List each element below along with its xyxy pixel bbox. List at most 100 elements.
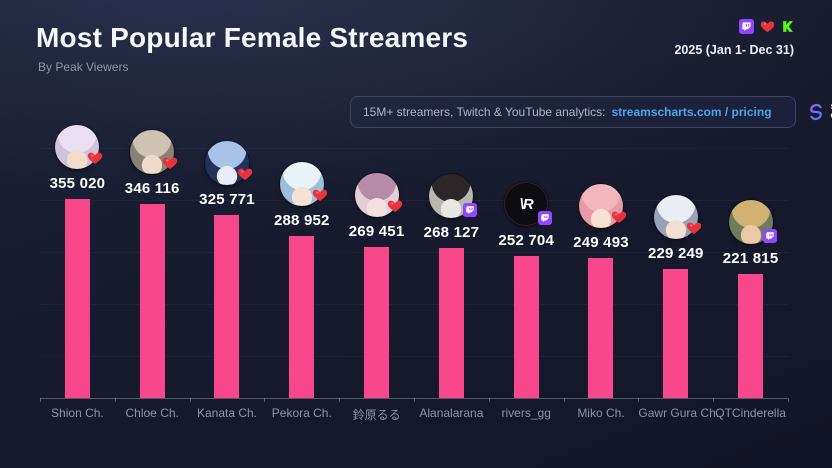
heart-badge-icon <box>686 220 702 241</box>
streamer-column: 355 020 <box>40 125 115 398</box>
bar <box>364 247 390 398</box>
gridline <box>40 304 788 305</box>
value-label: 252 704 <box>498 232 554 249</box>
bar <box>513 256 539 398</box>
value-label: 268 127 <box>423 224 480 241</box>
axis-tick <box>414 398 415 402</box>
brand-line-1: STREAMS <box>831 103 832 112</box>
gridline <box>40 356 788 357</box>
axis-tick <box>40 398 41 402</box>
streamer-column: 249 493 <box>564 184 639 398</box>
category-label: Alanalarana <box>419 406 484 420</box>
bar <box>438 248 464 398</box>
value-label: 249 493 <box>573 234 629 251</box>
streams-charts-icon <box>809 103 822 121</box>
bar <box>663 269 689 398</box>
twitch-badge-icon <box>762 228 777 246</box>
promo-banner: 15M+ streamers, Twitch & YouTube analyti… <box>350 96 832 128</box>
axis-tick <box>563 398 565 402</box>
avatar-image <box>354 173 399 217</box>
streamer-column: 221 815 <box>713 200 788 398</box>
date-range-label: 2025 (Jan 1- Dec 31) <box>674 43 794 57</box>
value-label: 346 116 <box>124 180 180 197</box>
streamer-column: 229 249 <box>638 195 713 398</box>
category-label: Shion Ch. <box>51 406 104 420</box>
streamer-column: 325 771 <box>190 141 265 398</box>
axis-tick <box>638 398 640 402</box>
bar <box>289 236 315 398</box>
avatar <box>578 184 627 228</box>
axis-tick <box>339 398 341 402</box>
avatar <box>354 173 402 217</box>
category-label: Miko Ch. <box>577 406 625 420</box>
avatar <box>55 125 103 169</box>
x-axis-line <box>40 398 788 399</box>
avatar <box>728 200 777 244</box>
axis-tick <box>189 398 191 402</box>
value-label: 221 815 <box>722 250 779 267</box>
kick-icon <box>781 20 794 33</box>
bar <box>139 204 165 398</box>
streamer-column: 288 952 <box>264 162 339 398</box>
value-label: 288 952 <box>273 212 330 229</box>
category-label: QTCinderella <box>715 406 786 420</box>
value-label: 325 771 <box>199 191 255 208</box>
gridline <box>40 148 788 149</box>
streams-charts-brand: STREAMS CHARTS <box>806 102 832 122</box>
heart-badge-icon <box>87 150 103 171</box>
avatar-image <box>130 130 175 174</box>
heart-badge-icon <box>162 155 178 176</box>
streamer-column: 268 127 <box>414 174 489 398</box>
avatar-image <box>653 195 698 239</box>
axis-tick <box>713 398 715 402</box>
streams-charts-name: STREAMS CHARTS <box>831 103 832 120</box>
avatar-image <box>578 184 623 228</box>
twitch-badge-icon <box>538 210 553 228</box>
bar <box>588 258 614 398</box>
avatar-logo-text: \R <box>519 195 534 213</box>
banner-link[interactable]: streamscharts.com / pricing <box>611 105 772 119</box>
avatar <box>279 162 327 206</box>
brand-line-2: CHARTS <box>831 111 832 121</box>
twitch-icon <box>739 19 754 34</box>
avatar: \R <box>504 182 553 226</box>
category-label: rivers_gg <box>501 406 551 420</box>
avatar <box>653 195 701 239</box>
platform-icons <box>739 19 794 34</box>
heart-badge-icon <box>611 209 627 230</box>
heart-icon <box>760 19 775 34</box>
category-label: 鈴原るる <box>352 408 401 422</box>
avatar-image <box>204 141 249 185</box>
axis-tick <box>114 398 116 402</box>
bar <box>64 199 90 398</box>
gridline <box>40 200 788 201</box>
avatar <box>429 174 478 218</box>
bar <box>214 215 240 398</box>
value-label: 229 249 <box>647 245 704 262</box>
twitch-badge-icon <box>463 202 478 220</box>
streamer-column: 346 116 <box>115 130 190 398</box>
avatar <box>204 141 253 185</box>
heart-badge-icon <box>312 187 328 208</box>
axis-tick <box>788 398 789 402</box>
category-label: Gawr Gura Ch. <box>638 406 720 420</box>
heart-badge-icon <box>387 198 403 219</box>
axis-tick <box>488 398 490 402</box>
streamer-column: 269 451 <box>339 173 414 398</box>
value-label: 269 451 <box>348 223 405 240</box>
category-label: Kanata Ch. <box>196 406 258 420</box>
avatar-image <box>279 162 324 206</box>
page-subtitle: By Peak Viewers <box>38 60 129 74</box>
avatar-image <box>429 174 474 218</box>
category-label: Pekora Ch. <box>271 406 332 420</box>
gridline <box>40 252 788 253</box>
bar <box>738 274 764 398</box>
avatar <box>130 130 178 174</box>
streamer-column: \R 252 704 <box>489 182 564 398</box>
heart-badge-icon <box>237 166 253 187</box>
axis-tick <box>264 398 266 402</box>
page-title: Most Popular Female Streamers <box>36 22 469 53</box>
avatar-image <box>55 125 100 169</box>
